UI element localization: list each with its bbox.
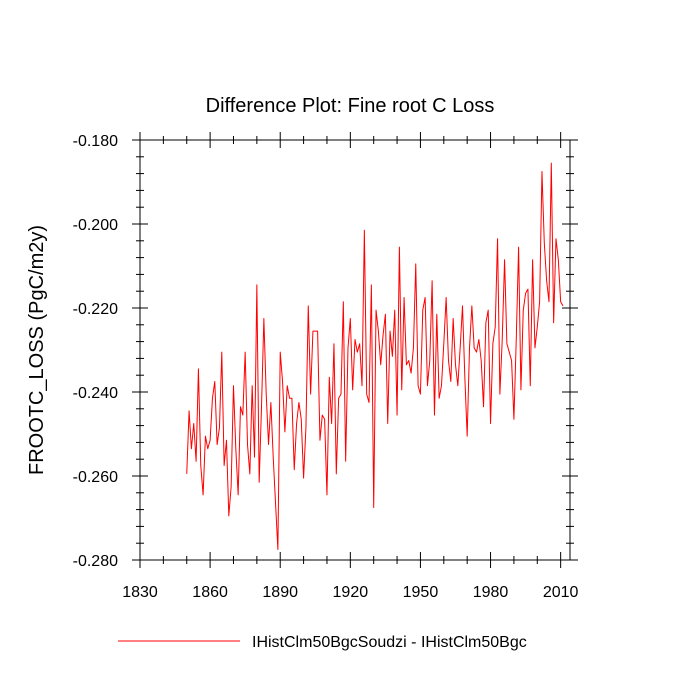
x-axis-tick-labels: 1830 1860 1890 1920 1950 1980 2010 bbox=[122, 584, 578, 601]
y-tick-label: -0.240 bbox=[73, 385, 118, 402]
y-tick-label: -0.280 bbox=[73, 553, 118, 570]
x-tick-label: 1890 bbox=[262, 584, 298, 601]
x-tick-label: 1860 bbox=[192, 584, 228, 601]
y-tick-label: -0.260 bbox=[73, 469, 118, 486]
x-axis-ticks bbox=[139, 132, 562, 568]
series-line bbox=[186, 162, 564, 550]
plot-frame bbox=[139, 139, 571, 561]
x-tick-label: 1980 bbox=[473, 584, 509, 601]
legend-label: IHistClm50BgcSoudzi - IHistClm50Bgc bbox=[252, 634, 527, 651]
y-axis-ticks bbox=[132, 139, 578, 561]
y-tick-label: -0.220 bbox=[73, 301, 118, 318]
legend: IHistClm50BgcSoudzi - IHistClm50Bgc bbox=[118, 634, 527, 651]
x-tick-label: 1950 bbox=[403, 584, 439, 601]
y-axis-label: FROOTC_LOSS (PgC/m2y) bbox=[26, 225, 48, 475]
x-tick-label: 1920 bbox=[333, 584, 369, 601]
y-tick-label: -0.200 bbox=[73, 217, 118, 234]
x-tick-label: 2010 bbox=[543, 584, 579, 601]
y-axis-tick-labels: -0.280 -0.260 -0.240 -0.220 -0.200 -0.180 bbox=[73, 133, 118, 570]
x-tick-label: 1830 bbox=[122, 584, 158, 601]
chart-title: Difference Plot: Fine root C Loss bbox=[206, 95, 495, 117]
y-tick-label: -0.180 bbox=[73, 133, 118, 150]
